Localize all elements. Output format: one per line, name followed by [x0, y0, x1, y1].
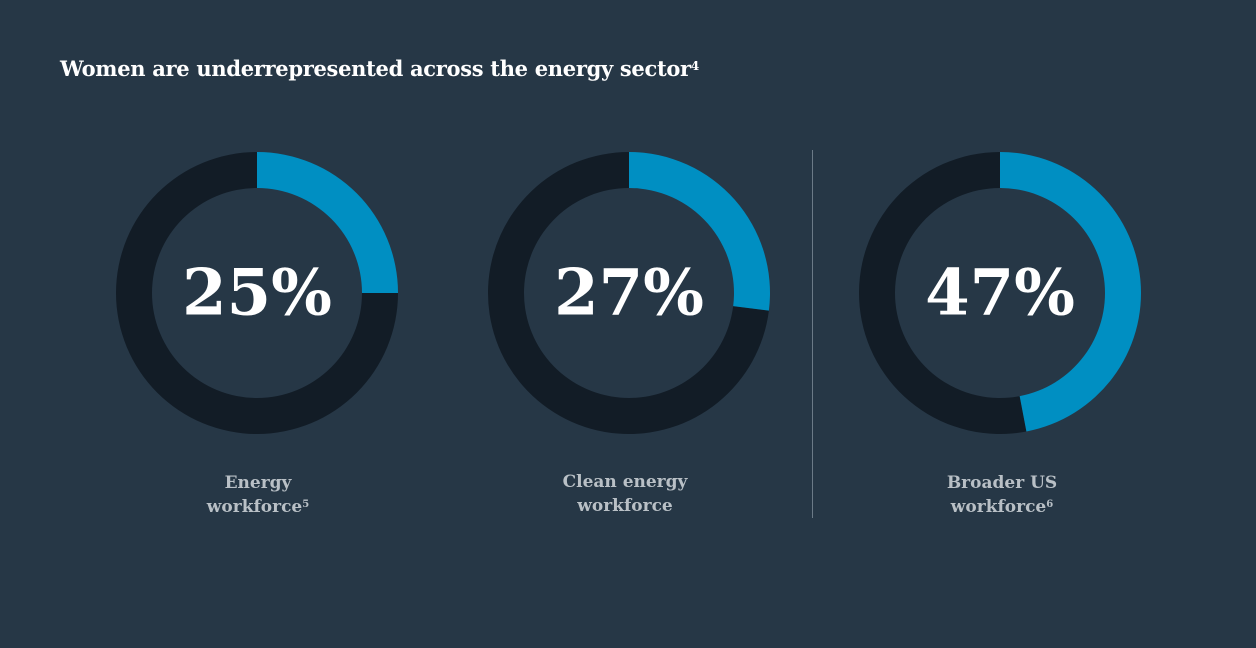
vertical-divider	[812, 150, 813, 518]
label-line-2-text: workforce	[577, 496, 673, 516]
label-line-2: workforce	[505, 493, 745, 517]
donut-clean-energy: 27%	[487, 152, 771, 434]
label-line-1: Clean energy	[562, 472, 688, 492]
label-line-2: workforce5	[138, 494, 378, 518]
donut-label-clean-energy: Clean energy workforce	[505, 471, 745, 517]
donut-label-broader-us: Broader US workforce6	[882, 472, 1122, 518]
donut-label-energy: Energy workforce5	[138, 472, 378, 518]
label-line-1: Broader US	[946, 473, 1058, 493]
donut-value-arc	[257, 152, 398, 293]
label-footnote: 5	[302, 499, 310, 510]
donut-value-arc	[629, 152, 771, 311]
label-line-2: workforce6	[882, 494, 1122, 518]
donut-broader-us: 47%	[859, 152, 1141, 434]
donut-remainder-arc	[859, 152, 1027, 434]
donut-value-arc	[1000, 152, 1141, 432]
chart-title: Women are underrepresented across the en…	[60, 56, 699, 81]
donut-energy: 25%	[116, 152, 398, 434]
chart-title-text: Women are underrepresented across the en…	[60, 56, 691, 81]
donut-value-label: 25%	[182, 256, 332, 331]
label-line-2-text: workforce	[206, 497, 303, 517]
donut-value-label: 47%	[925, 256, 1075, 331]
donut-value-label: 27%	[554, 256, 704, 331]
label-line-1: Energy	[224, 473, 292, 493]
label-footnote: 6	[1046, 499, 1054, 510]
label-line-2-text: workforce	[950, 497, 1047, 517]
title-footnote: 4	[690, 59, 700, 73]
